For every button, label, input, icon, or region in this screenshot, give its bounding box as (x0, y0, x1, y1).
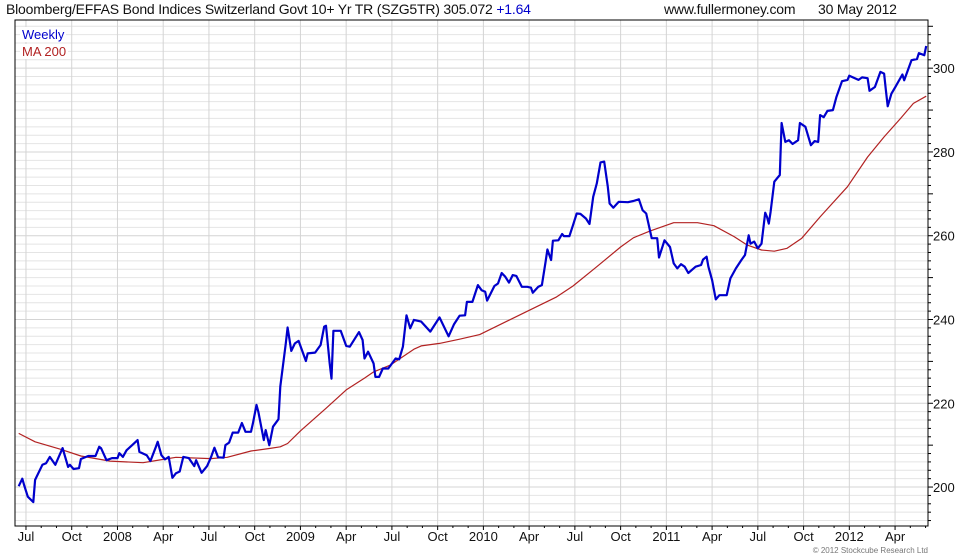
x-tick-label: Jul (18, 529, 35, 544)
x-tick-label: Oct (428, 529, 449, 544)
grid (15, 20, 928, 526)
plot-frame (14, 19, 929, 527)
x-tick-label: 2011 (652, 529, 680, 544)
ma200-line (18, 95, 927, 464)
x-tick-label: Jul (750, 529, 767, 544)
x-tick-label: Oct (611, 529, 632, 544)
x-tick-label: 2010 (469, 529, 498, 544)
x-tick-label: Oct (793, 529, 814, 544)
x-tick-label: Apr (153, 529, 174, 544)
x-tick-label: Apr (885, 529, 906, 544)
x-tick-label: 2009 (286, 529, 315, 544)
x-tick-label: 2008 (103, 529, 132, 544)
x-tick-label: Oct (62, 529, 83, 544)
y-tick-label: 200 (933, 480, 955, 495)
x-tick-label: 2012 (835, 529, 864, 544)
axes: 200 220 240 260 280 300 Jul Oct 2008 Apr Jul Oct 200… (18, 25, 955, 544)
x-tick-label: Jul (201, 529, 218, 544)
series-lines (17, 45, 928, 504)
x-tick-label: Oct (245, 529, 266, 544)
x-tick-label: Apr (519, 529, 540, 544)
copyright: © 2012 Stockcube Research Ltd (812, 546, 928, 555)
x-tick-label: Apr (336, 529, 357, 544)
last-value: 305.072 (443, 1, 493, 17)
y-tick-label: 300 (933, 61, 955, 76)
date-label: 30 May 2012 (818, 1, 897, 17)
y-tick-label: 280 (933, 145, 955, 160)
legend-weekly: Weekly (20, 27, 67, 42)
y-tick-label: 260 (933, 229, 955, 244)
y-tick-label: 220 (933, 396, 955, 411)
legend-ma200: MA 200 (20, 44, 69, 59)
chart-title-line: Bloomberg/EFFAS Bond Indices Switzerland… (6, 1, 531, 17)
change-value: +1.64 (496, 1, 531, 17)
y-tick-label: 240 (933, 312, 955, 327)
chart-title: Bloomberg/EFFAS Bond Indices Switzerland… (6, 1, 440, 17)
weekly-line (17, 45, 928, 504)
x-tick-label: Jul (384, 529, 401, 544)
site-label: www.fullermoney.com (664, 1, 796, 17)
x-tick-label: Apr (702, 529, 723, 544)
x-tick-label: Jul (567, 529, 584, 544)
